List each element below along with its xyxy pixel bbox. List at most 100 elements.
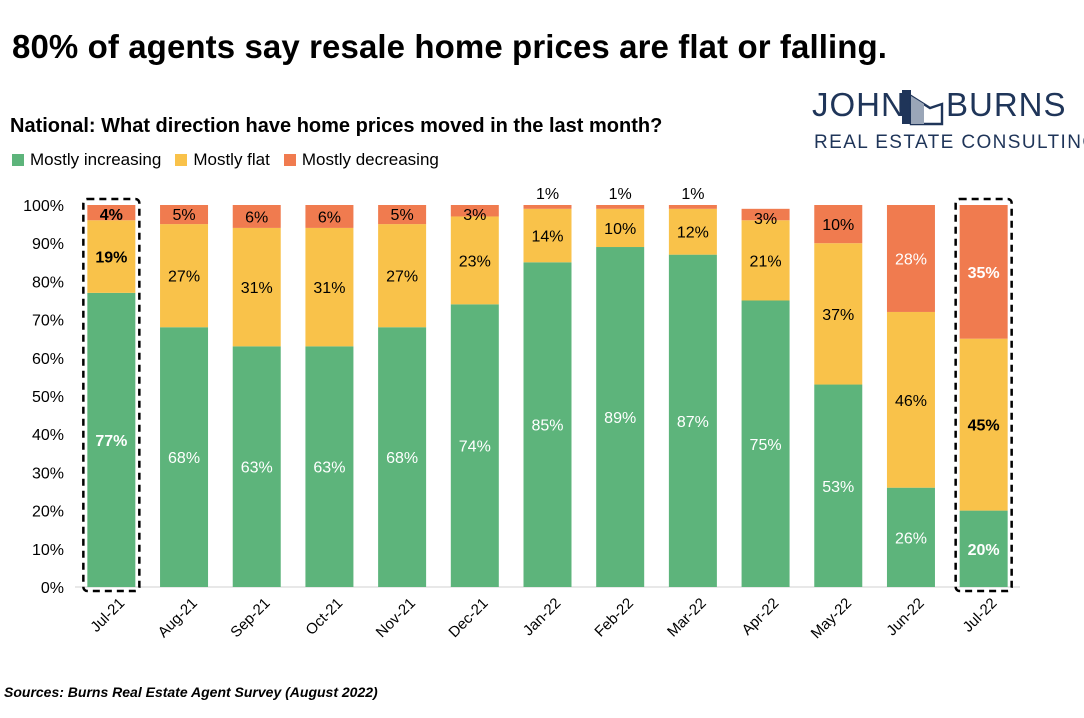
data-label: 63% xyxy=(313,460,345,477)
bar-segment xyxy=(959,338,1008,511)
data-label: 12% xyxy=(677,225,709,242)
bar-segment xyxy=(378,327,427,587)
data-label: 5% xyxy=(391,207,414,224)
bar-segment xyxy=(814,205,863,244)
data-label: 23% xyxy=(459,253,491,270)
x-tick-label: Jan-22 xyxy=(520,595,564,639)
data-label: 3% xyxy=(754,211,777,228)
x-tick-label: Feb-22 xyxy=(591,595,637,641)
data-label: 53% xyxy=(822,479,854,496)
bar-segment xyxy=(741,300,790,587)
x-tick-label: Apr-22 xyxy=(739,595,783,639)
y-tick-label: 80% xyxy=(32,274,64,291)
data-label: 87% xyxy=(677,414,709,431)
bar-segment xyxy=(886,205,935,312)
data-label: 1% xyxy=(609,186,632,203)
data-label: 14% xyxy=(531,229,563,246)
y-tick-label: 30% xyxy=(32,465,64,482)
data-label: 45% xyxy=(968,418,1000,435)
bar-segment xyxy=(741,220,790,301)
highlight-box xyxy=(82,197,141,593)
bar-segment xyxy=(305,346,354,587)
legend-label-increasing: Mostly increasing xyxy=(30,150,162,169)
legend-label-flat: Mostly flat xyxy=(193,150,270,169)
data-label: 77% xyxy=(95,433,127,450)
data-label: 27% xyxy=(386,269,418,286)
bar-segment xyxy=(814,384,863,587)
data-label: 68% xyxy=(386,450,418,467)
data-label: 1% xyxy=(681,186,704,203)
bar-segment xyxy=(886,311,935,488)
bar-segment xyxy=(305,227,354,347)
legend-swatch-decreasing xyxy=(283,154,296,166)
bar-segment xyxy=(450,216,499,305)
bar-segment xyxy=(596,247,645,587)
data-label: 85% xyxy=(531,418,563,435)
y-tick-label: 100% xyxy=(23,198,64,215)
headline: 80% of agents say resale home prices are… xyxy=(12,28,888,65)
x-tick-label: Jun-22 xyxy=(883,595,927,639)
bar-segment xyxy=(87,292,136,587)
legend-item-decreasing: Mostly decreasing xyxy=(283,150,439,170)
data-label: 6% xyxy=(318,209,341,226)
data-label: 37% xyxy=(822,307,854,324)
bar-segment xyxy=(668,205,717,209)
data-label: 27% xyxy=(168,269,200,286)
data-label: 31% xyxy=(241,280,273,297)
legend-item-flat: Mostly flat xyxy=(175,150,270,170)
x-tick-label: Jul-22 xyxy=(960,595,1001,636)
bar-segment xyxy=(160,205,209,225)
y-tick-label: 40% xyxy=(32,427,64,444)
x-tick-label: Oct-21 xyxy=(302,595,346,639)
data-label: 20% xyxy=(968,542,1000,559)
legend-swatch-increasing xyxy=(12,154,24,166)
chart-legend: Mostly increasing Mostly flat Mostly dec… xyxy=(12,150,453,170)
bar-segment xyxy=(959,510,1008,587)
bar-segment xyxy=(160,224,209,328)
bar-segment xyxy=(450,205,499,217)
x-tick-label: Jul-21 xyxy=(87,595,128,636)
y-tick-label: 60% xyxy=(32,351,64,368)
bar-segment xyxy=(596,205,645,209)
data-label: 10% xyxy=(822,217,854,234)
y-tick-label: 0% xyxy=(41,580,64,597)
data-label: 1% xyxy=(536,186,559,203)
data-label: 89% xyxy=(604,410,636,427)
bar-segment xyxy=(378,224,427,328)
legend-label-decreasing: Mostly decreasing xyxy=(301,150,439,169)
data-label: 31% xyxy=(313,280,345,297)
data-label: 28% xyxy=(895,251,927,268)
chart-title: National: What direction have home price… xyxy=(10,115,663,137)
bar-segment xyxy=(232,346,281,587)
bar-segment xyxy=(378,205,427,225)
bar-segment xyxy=(160,327,209,587)
bar-segment xyxy=(668,254,717,587)
data-label: 68% xyxy=(168,450,200,467)
data-label: 74% xyxy=(459,439,491,456)
bar-segment xyxy=(87,205,136,221)
x-tick-label: Dec-21 xyxy=(445,595,491,641)
x-tick-label: Mar-22 xyxy=(664,595,710,641)
y-tick-label: 20% xyxy=(32,504,64,521)
data-label: 46% xyxy=(895,393,927,410)
data-label: 35% xyxy=(968,265,1000,282)
bar-segment xyxy=(596,208,645,248)
y-tick-label: 50% xyxy=(32,389,64,406)
bar-segment xyxy=(523,208,572,263)
bar-segment xyxy=(668,208,717,255)
bar-segment xyxy=(232,227,281,347)
bar-segment xyxy=(232,205,281,228)
data-label: 4% xyxy=(100,207,123,224)
data-label: 75% xyxy=(750,437,782,454)
data-label: 26% xyxy=(895,530,927,547)
house-logo-icon xyxy=(902,90,944,126)
data-label: 21% xyxy=(750,253,782,270)
data-label: 6% xyxy=(245,209,268,226)
bar-segment xyxy=(450,304,499,587)
bar-segment xyxy=(886,487,935,587)
bar-segment xyxy=(523,205,572,209)
highlight-box xyxy=(954,197,1013,593)
x-tick-label: May-22 xyxy=(808,595,855,642)
bar-segment xyxy=(959,205,1008,339)
